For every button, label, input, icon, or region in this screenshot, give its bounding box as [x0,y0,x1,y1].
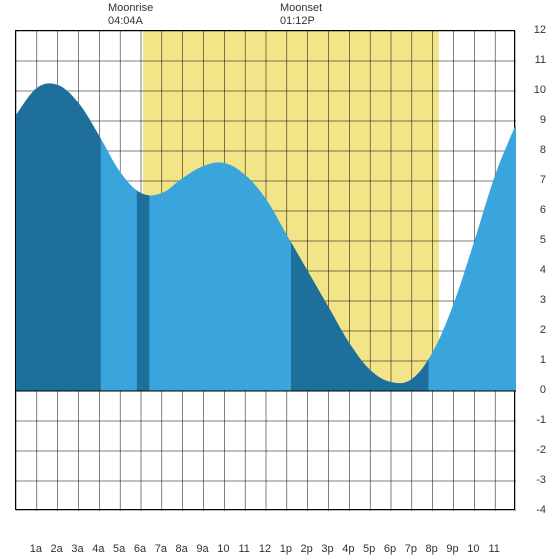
x-tick: 11 [488,543,499,555]
x-tick: 11 [238,543,249,555]
chart-plot-area [15,30,515,510]
x-tick: 1p [280,543,292,555]
x-tick: 2p [301,543,313,555]
y-tick: 12 [534,24,546,36]
y-tick: 11 [535,54,546,66]
x-tick: 5a [113,543,125,555]
y-tick: 9 [540,114,546,126]
x-tick: 3p [321,543,333,555]
y-tick: 6 [540,204,546,216]
x-tick: 7p [405,543,417,555]
x-tick: 1a [30,543,42,555]
x-tick: 10 [217,543,229,555]
y-tick: -2 [536,444,546,456]
x-tick: 3a [71,543,83,555]
y-tick: 3 [540,294,546,306]
y-tick: 10 [534,84,546,96]
y-tick: 5 [540,234,546,246]
y-tick: 2 [540,324,546,336]
x-tick: 9a [196,543,208,555]
y-tick: 1 [540,354,546,366]
moonset-title: Moonset [280,2,322,15]
x-tick: 5p [363,543,375,555]
x-tick: 4p [342,543,354,555]
x-tick: 6p [384,543,396,555]
moonset-label: Moonset 01:12P [280,2,322,28]
x-tick: 9p [446,543,458,555]
x-tick: 8a [176,543,188,555]
y-tick: 0 [540,384,546,396]
moonrise-label: Moonrise 04:04A [108,2,153,28]
x-tick: 10 [467,543,479,555]
moonrise-time: 04:04A [108,15,153,28]
x-tick: 12 [259,543,271,555]
x-tick: 7a [155,543,167,555]
y-tick: 4 [540,264,546,276]
moonrise-title: Moonrise [108,2,153,15]
y-tick: -3 [536,474,546,486]
x-tick: 6a [134,543,146,555]
y-tick: -4 [536,504,546,516]
y-tick: 8 [540,144,546,156]
y-tick: -1 [536,414,546,426]
x-tick: 8p [426,543,438,555]
x-tick: 2a [51,543,63,555]
y-tick: 7 [540,174,546,186]
chart-svg [16,31,516,511]
moonset-time: 01:12P [280,15,322,28]
tide-chart: Moonrise 04:04A Moonset 01:12P 121110987… [0,0,550,550]
x-tick: 4a [92,543,104,555]
